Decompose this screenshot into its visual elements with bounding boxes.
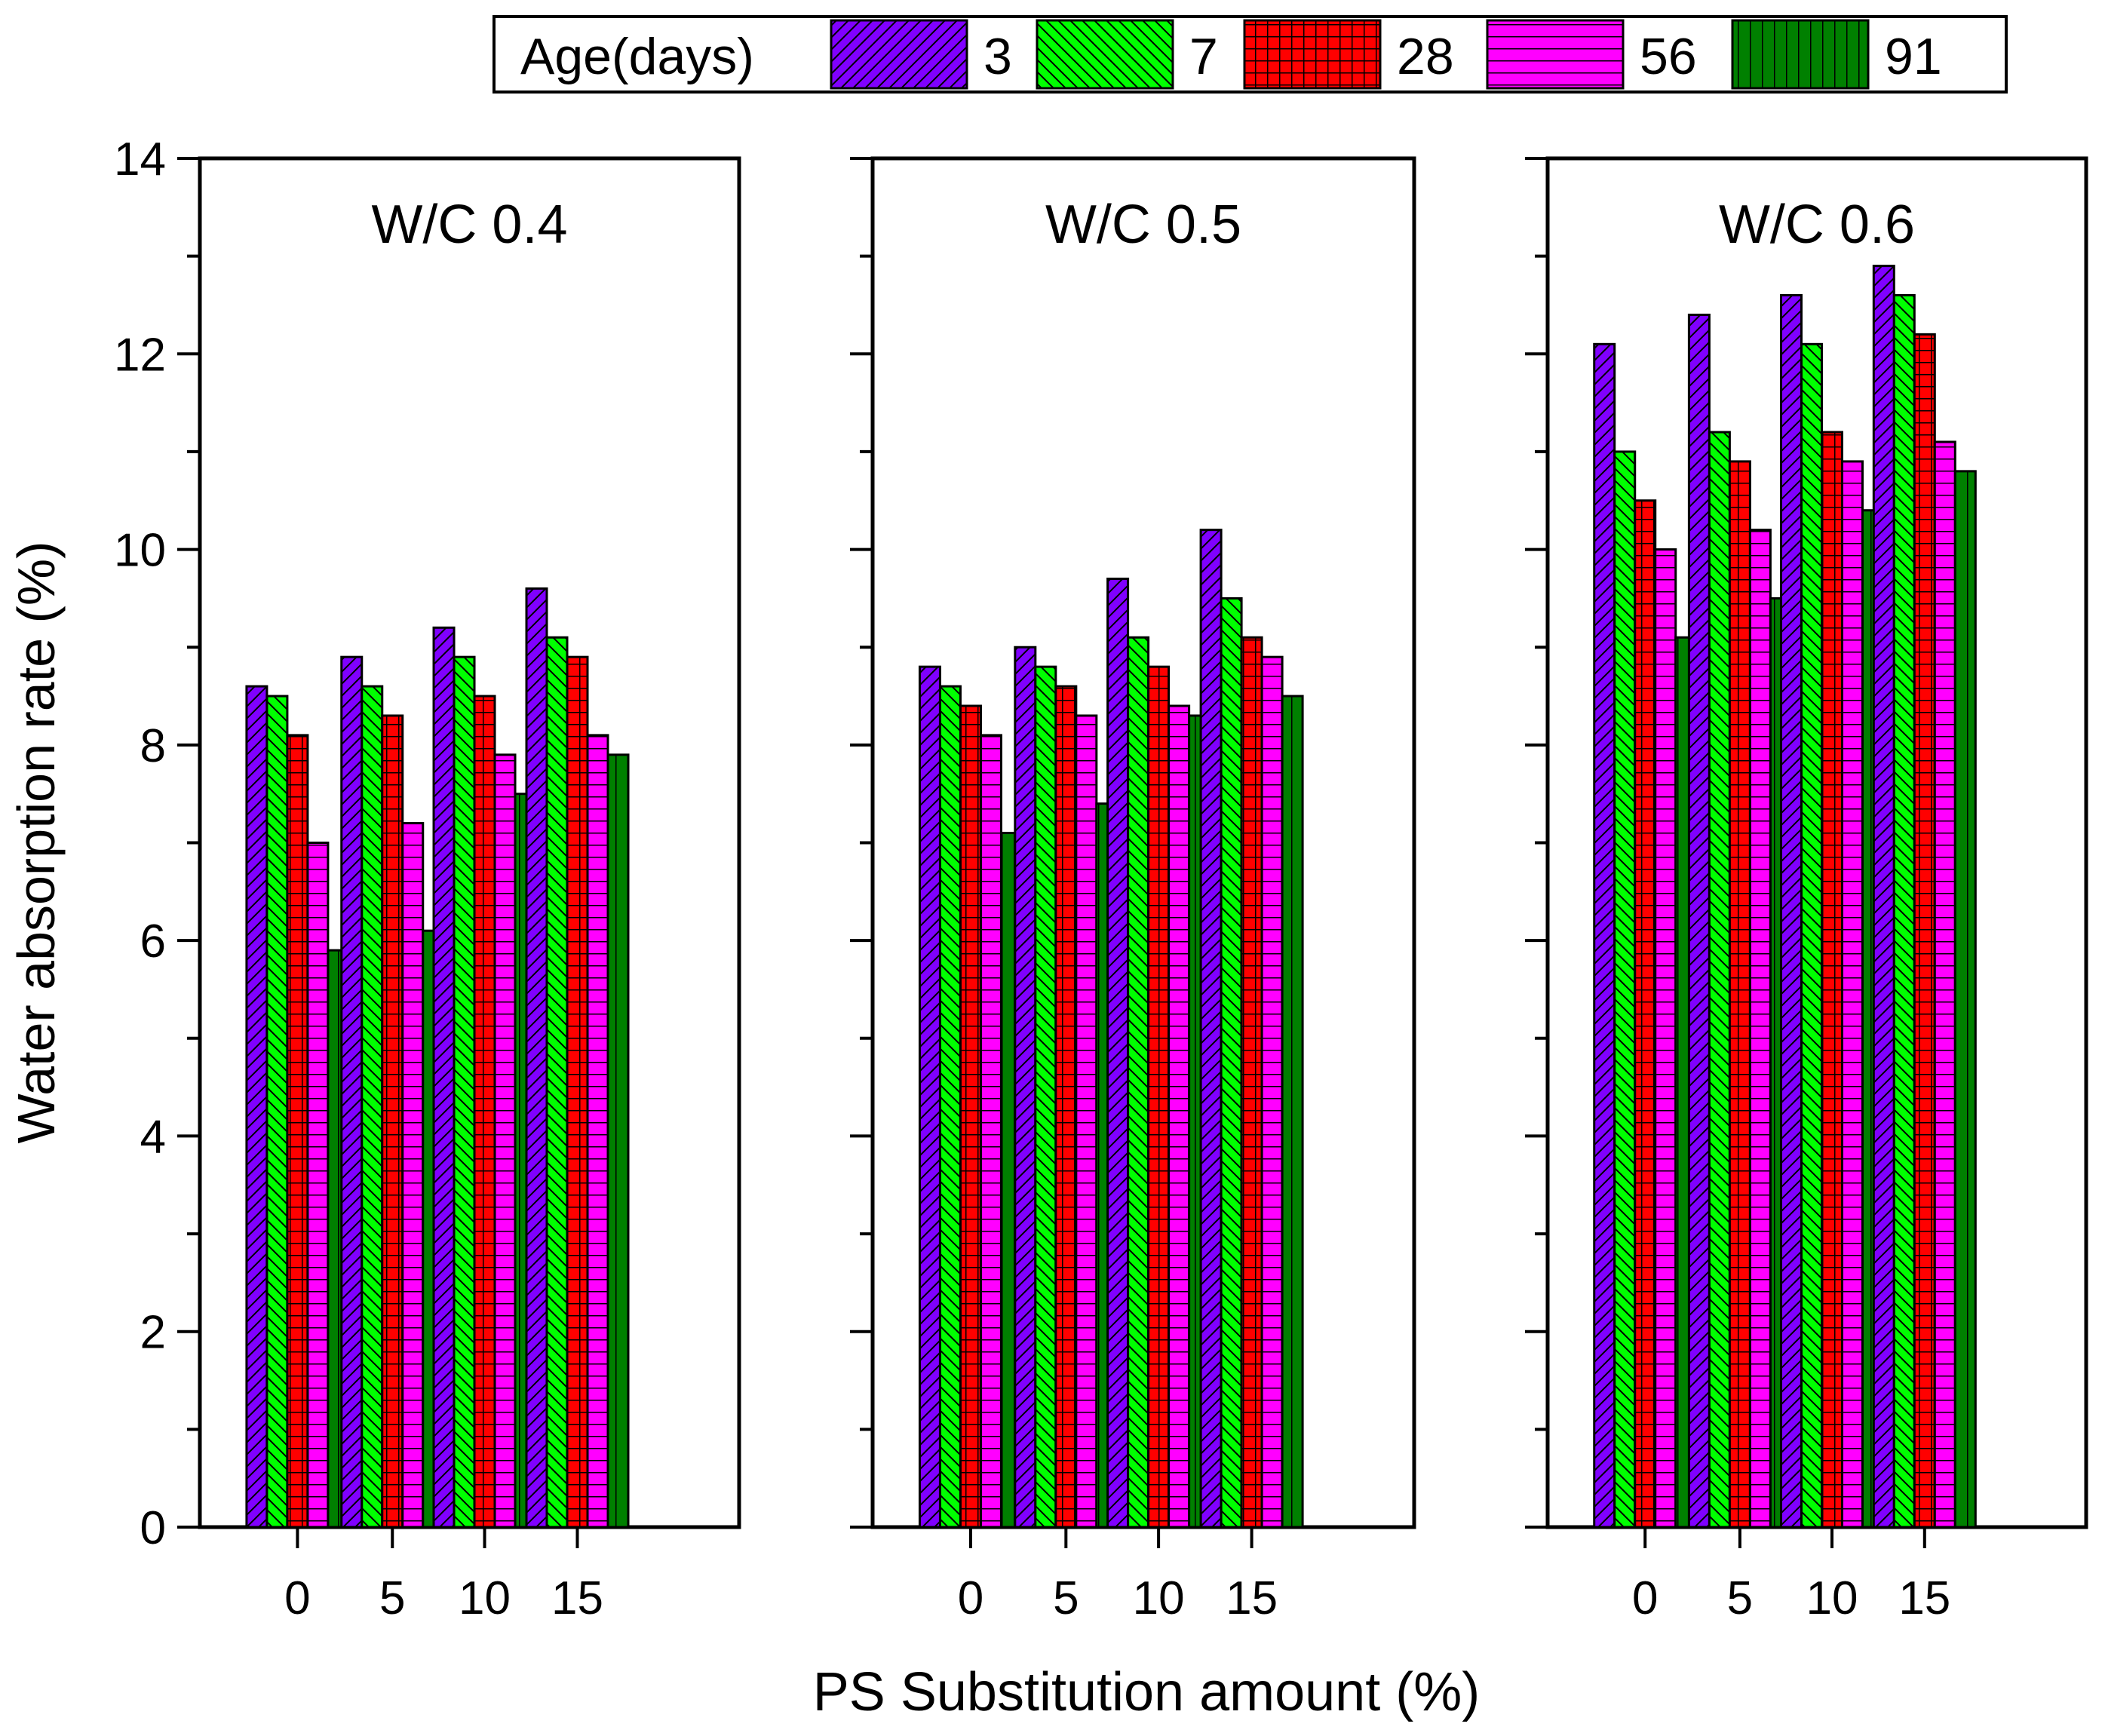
legend: Age(days) 3 7 28 56 91	[492, 15, 2008, 94]
x-tick-label: 15	[551, 1572, 603, 1624]
legend-title: Age(days)	[520, 28, 754, 85]
x-tick-label: 0	[1632, 1572, 1658, 1624]
bar-w-c-0-4-ps5-age7	[361, 685, 384, 1529]
bar-w-c-0-5-ps10-age3	[1106, 577, 1130, 1529]
bar-w-c-0-6-ps0-age56	[1654, 548, 1677, 1529]
bar-w-c-0-5-ps5-age56	[1075, 714, 1098, 1529]
bar-w-c-0-4-ps5-age28	[381, 714, 404, 1529]
x-tick-label: 10	[459, 1572, 511, 1624]
bar-w-c-0-6-ps15-age28	[1913, 333, 1936, 1529]
bars	[245, 265, 1977, 1529]
y-tick-label: 4	[140, 1111, 166, 1163]
bar-w-c-0-6-ps15-age91	[1953, 470, 1977, 1529]
bar-w-c-0-4-ps10-age7	[453, 655, 476, 1529]
y-tick-label: 2	[140, 1307, 166, 1359]
bar-w-c-0-5-ps5-age7	[1034, 665, 1057, 1529]
bar-w-c-0-5-ps0-age56	[979, 734, 1002, 1529]
panel-title: W/C 0.5	[1045, 195, 1241, 255]
bar-w-c-0-5-ps10-age56	[1168, 704, 1191, 1529]
panel-title: W/C 0.6	[1719, 195, 1915, 255]
bar-w-c-0-4-ps0-age3	[245, 685, 268, 1529]
bar-w-c-0-4-ps15-age91	[606, 753, 630, 1529]
x-tick-label: 5	[1727, 1572, 1753, 1624]
legend-label-7: 7	[1189, 28, 1218, 85]
bar-w-c-0-6-ps5-age28	[1728, 460, 1751, 1529]
x-tick-label: 15	[1898, 1572, 1950, 1624]
bar-w-c-0-5-ps5-age3	[1014, 646, 1037, 1529]
bar-w-c-0-4-ps15-age56	[586, 734, 609, 1529]
panel-title: W/C 0.4	[371, 195, 567, 255]
y-tick-label: 10	[114, 525, 166, 577]
bar-w-c-0-6-ps5-age7	[1708, 431, 1731, 1529]
legend-label-28: 28	[1397, 28, 1454, 85]
bar-w-c-0-4-ps5-age56	[401, 822, 425, 1529]
x-tick-label: 5	[1053, 1572, 1079, 1624]
bar-w-c-0-4-ps0-age7	[265, 695, 289, 1529]
legend-swatch-7	[1036, 19, 1174, 90]
bar-w-c-0-5-ps15-age91	[1281, 695, 1304, 1529]
legend-swatch-3	[830, 19, 968, 90]
legend-label-3: 3	[983, 28, 1012, 85]
bar-w-c-0-5-ps0-age7	[938, 685, 962, 1529]
bar-w-c-0-6-ps15-age56	[1933, 440, 1956, 1529]
bar-w-c-0-6-ps0-age3	[1593, 342, 1616, 1529]
bar-w-c-0-6-ps10-age7	[1800, 342, 1823, 1529]
y-tick-label: 0	[140, 1502, 166, 1554]
bar-w-c-0-6-ps0-age28	[1634, 499, 1657, 1529]
bar-w-c-0-6-ps5-age56	[1748, 529, 1772, 1529]
bar-w-c-0-4-ps15-age28	[566, 655, 589, 1529]
legend-swatch-56	[1486, 19, 1625, 90]
labels: 0 2 4 6 8 10 12 14 0 5 10 15 W/C 0.4 0 5 10 15 W/C 0.5 0 5 1…	[7, 133, 1950, 1722]
bar-w-c-0-4-ps10-age3	[432, 626, 456, 1529]
bar-w-c-0-4-ps0-age56	[306, 842, 330, 1529]
y-tick-label: 8	[140, 720, 166, 772]
bar-w-c-0-5-ps0-age28	[959, 704, 982, 1529]
x-tick-label: 10	[1806, 1572, 1858, 1624]
bar-w-c-0-6-ps10-age28	[1820, 431, 1843, 1529]
bar-w-c-0-5-ps0-age3	[918, 665, 941, 1529]
bar-w-c-0-4-ps15-age7	[545, 636, 569, 1529]
y-axis-label: Water absorption rate (%)	[7, 541, 66, 1144]
bar-w-c-0-4-ps0-age28	[286, 734, 309, 1529]
x-tick-label: 0	[284, 1572, 310, 1624]
x-axis-label: PS Substitution amount (%)	[813, 1662, 1480, 1722]
bar-w-c-0-5-ps15-age7	[1220, 597, 1243, 1529]
bar-w-c-0-4-ps10-age28	[473, 695, 496, 1529]
x-tick-label: 5	[379, 1572, 405, 1624]
bar-w-c-0-4-ps5-age3	[340, 655, 364, 1529]
bar-w-c-0-6-ps10-age3	[1779, 294, 1803, 1529]
bar-w-c-0-4-ps10-age56	[493, 753, 517, 1529]
bar-w-c-0-4-ps15-age3	[525, 587, 548, 1529]
bar-w-c-0-6-ps15-age3	[1872, 265, 1895, 1529]
legend-label-56: 56	[1640, 28, 1697, 85]
bar-w-c-0-5-ps15-age56	[1260, 655, 1284, 1529]
bar-w-c-0-5-ps10-age7	[1127, 636, 1150, 1529]
x-tick-label: 15	[1226, 1572, 1278, 1624]
bar-w-c-0-6-ps0-age7	[1613, 450, 1637, 1529]
x-tick-label: 10	[1133, 1572, 1185, 1624]
x-tick-label: 0	[958, 1572, 983, 1624]
legend-label-91: 91	[1885, 28, 1942, 85]
bar-w-c-0-5-ps15-age28	[1240, 636, 1263, 1529]
y-tick-label: 12	[114, 329, 166, 381]
bar-w-c-0-5-ps10-age28	[1147, 665, 1171, 1529]
bar-w-c-0-6-ps15-age7	[1892, 294, 1916, 1529]
y-tick-label: 14	[114, 133, 166, 186]
bar-w-c-0-5-ps5-age28	[1054, 685, 1078, 1529]
bar-w-c-0-5-ps15-age3	[1199, 529, 1223, 1529]
bar-w-c-0-6-ps10-age56	[1840, 460, 1864, 1529]
legend-swatch-28	[1243, 19, 1382, 90]
y-tick-label: 6	[140, 916, 166, 968]
legend-swatch-91	[1731, 19, 1870, 90]
bar-w-c-0-6-ps5-age3	[1687, 313, 1711, 1529]
